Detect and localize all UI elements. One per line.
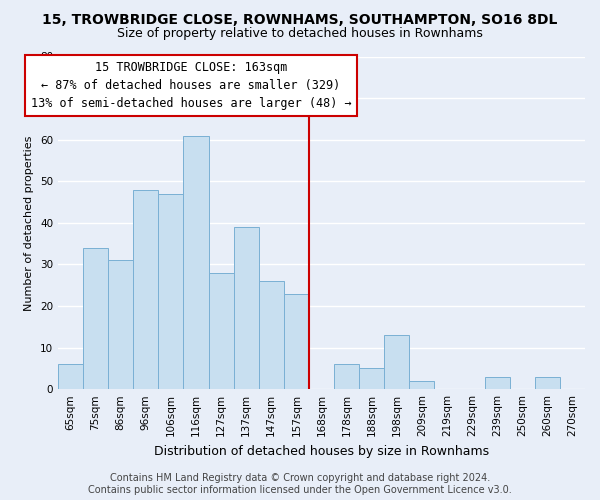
Text: Contains HM Land Registry data © Crown copyright and database right 2024.
Contai: Contains HM Land Registry data © Crown c… [88,474,512,495]
Bar [535,376,560,389]
Bar [284,294,309,389]
Text: Size of property relative to detached houses in Rownhams: Size of property relative to detached ho… [117,28,483,40]
Bar [259,281,284,389]
Bar [133,190,158,389]
Y-axis label: Number of detached properties: Number of detached properties [25,135,34,310]
Bar [108,260,133,389]
Bar [58,364,83,389]
Bar [485,376,510,389]
X-axis label: Distribution of detached houses by size in Rownhams: Distribution of detached houses by size … [154,444,489,458]
Bar [359,368,384,389]
Text: 15 TROWBRIDGE CLOSE: 163sqm
← 87% of detached houses are smaller (329)
13% of se: 15 TROWBRIDGE CLOSE: 163sqm ← 87% of det… [31,60,351,110]
Bar [83,248,108,389]
Bar [409,381,434,389]
Bar [384,335,409,389]
Bar [184,136,209,389]
Bar [334,364,359,389]
Bar [233,227,259,389]
Text: 15, TROWBRIDGE CLOSE, ROWNHAMS, SOUTHAMPTON, SO16 8DL: 15, TROWBRIDGE CLOSE, ROWNHAMS, SOUTHAMP… [43,12,557,26]
Bar [158,194,184,389]
Bar [209,272,233,389]
